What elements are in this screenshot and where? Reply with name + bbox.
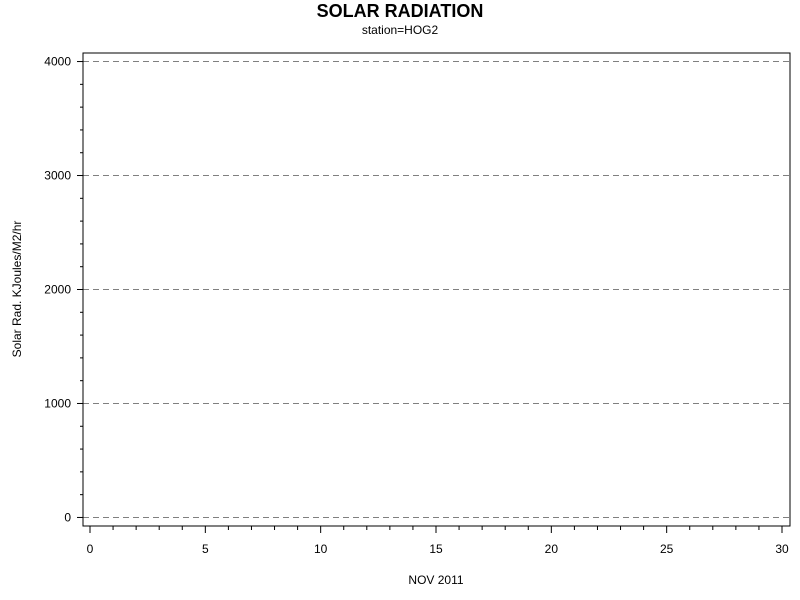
x-tick-label: 30 bbox=[775, 542, 789, 556]
chart-subtitle: station=HOG2 bbox=[362, 23, 439, 37]
grid-lines bbox=[83, 61, 790, 518]
y-tick-label: 0 bbox=[64, 510, 71, 524]
y-tick-label: 4000 bbox=[44, 55, 71, 69]
x-axis-label: NOV 2011 bbox=[408, 573, 463, 587]
x-tick-label: 5 bbox=[202, 542, 209, 556]
x-axis: 0 5 10 15 20 25 30 bbox=[87, 526, 789, 556]
x-tick-label: 25 bbox=[660, 542, 674, 556]
x-tick-label: 10 bbox=[314, 542, 328, 556]
y-tick-label: 2000 bbox=[44, 283, 71, 297]
y-tick-label: 1000 bbox=[44, 396, 71, 410]
chart-title: SOLAR RADIATION bbox=[317, 1, 484, 21]
y-axis: 0 1000 2000 3000 4000 bbox=[44, 55, 83, 524]
x-tick-label: 0 bbox=[87, 542, 94, 556]
y-tick-label: 3000 bbox=[44, 169, 71, 183]
x-tick-label: 20 bbox=[545, 542, 559, 556]
x-tick-label: 15 bbox=[429, 542, 443, 556]
y-axis-label: Solar Rad. KJoules/M2/hr bbox=[10, 221, 24, 358]
